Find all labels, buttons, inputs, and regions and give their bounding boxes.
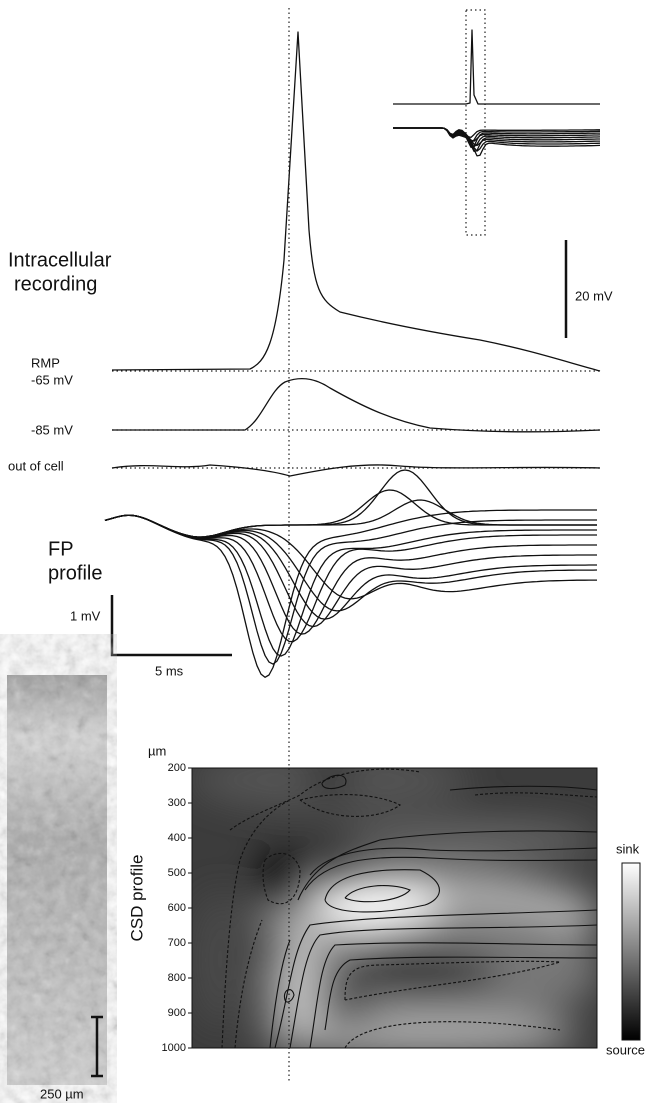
scale-bar	[112, 595, 232, 655]
tick-label: 700	[168, 937, 186, 949]
tick-label: 1000	[162, 1042, 186, 1054]
inset	[393, 10, 600, 235]
trace-label: RMP	[31, 355, 60, 370]
fp-trace	[105, 515, 597, 664]
out-of-cell-trace	[112, 465, 600, 476]
colorbar-label: sink	[616, 841, 640, 856]
axis-label: CSD profile	[127, 855, 146, 942]
scale-label: 250 µm	[40, 1086, 84, 1101]
inset-spike-trace	[393, 30, 600, 104]
tick-label: 900	[168, 1007, 186, 1019]
tick-label: 300	[168, 797, 186, 809]
scale-label: 1 mV	[70, 608, 101, 623]
tick-label: 500	[168, 867, 186, 879]
inset-traces	[393, 128, 600, 156]
trace-label: -85 mV	[31, 422, 73, 437]
fp-trace	[105, 515, 597, 611]
fp-trace	[105, 515, 597, 656]
inset-box	[466, 10, 485, 235]
fp-trace	[105, 515, 597, 599]
trace-label: -65 mV	[31, 372, 73, 387]
csd-map	[190, 750, 600, 1055]
trace-label: out of cell	[8, 458, 64, 473]
scale-label: 5 ms	[155, 663, 184, 678]
tick-label: 800	[168, 972, 186, 984]
tick-label: 200	[168, 762, 186, 774]
spike-trace	[112, 32, 600, 371]
tick-label: 600	[168, 902, 186, 914]
figure: Intracellular recording 20 mV RMP -65 mV…	[0, 0, 657, 1103]
intracellular-label: Intracellular	[8, 249, 112, 271]
fp-trace	[105, 500, 597, 537]
histology: 250 µm	[7, 675, 107, 1101]
fp-traces	[105, 470, 597, 677]
fp-trace	[105, 515, 597, 626]
fp-label: profile	[48, 562, 102, 584]
intracellular-label: recording	[14, 273, 97, 295]
hyper-trace	[112, 379, 600, 432]
tick-label: 400	[168, 832, 186, 844]
colorbar-label: source	[606, 1042, 645, 1057]
fp-label: FP	[48, 538, 74, 560]
csd-axis: 200 300 400 500 600 700 800 900 1000	[162, 762, 192, 1054]
unit-label: µm	[148, 743, 166, 758]
scale-label: 20 mV	[575, 288, 613, 303]
fp-trace	[105, 470, 597, 537]
colorbar	[622, 863, 640, 1040]
